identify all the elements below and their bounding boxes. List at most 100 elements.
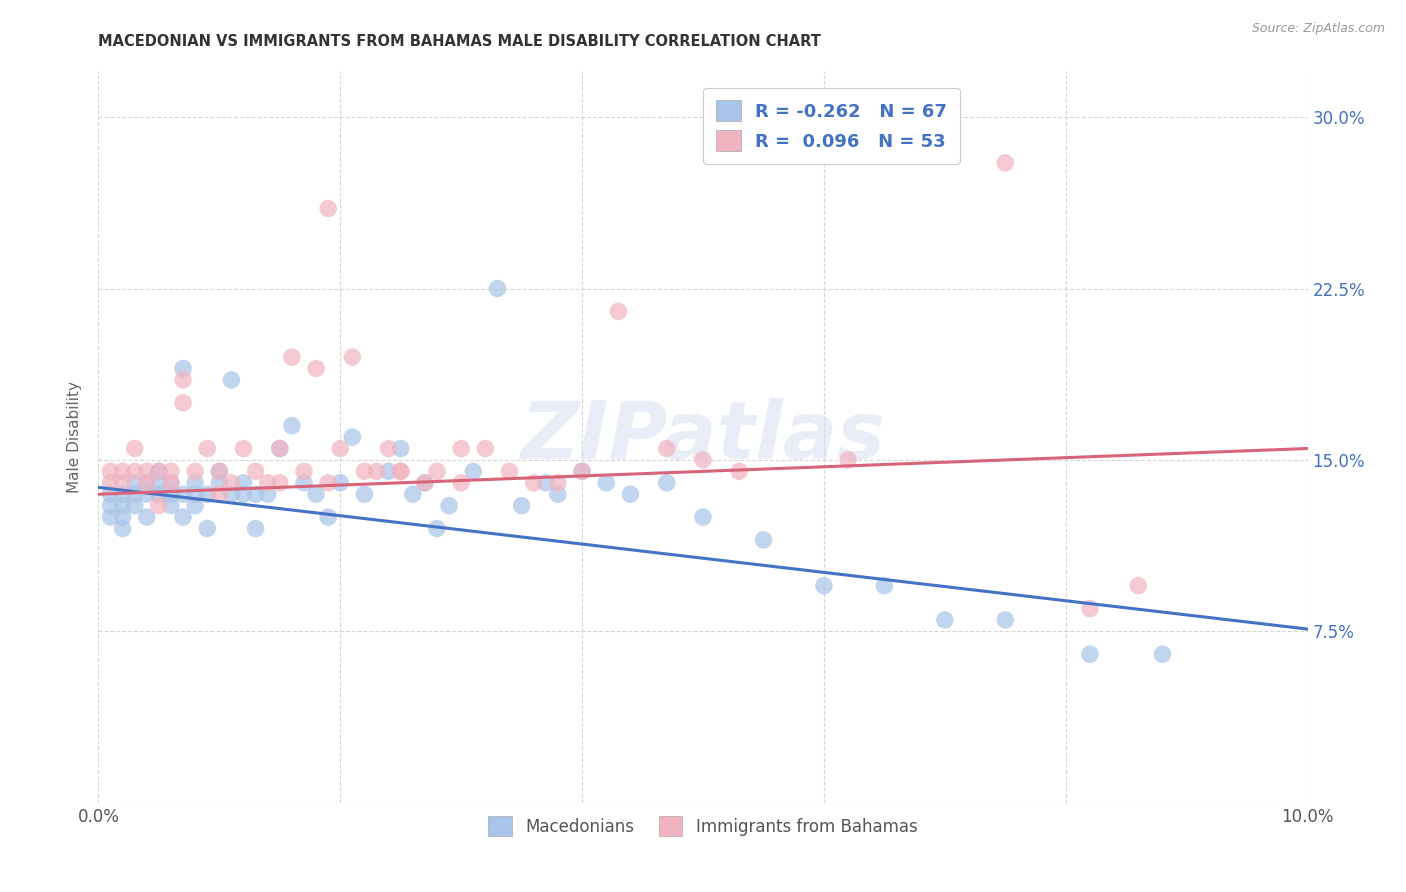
Point: [837, 453, 859, 467]
Point: [111, 464, 134, 478]
Point: [208, 475, 231, 490]
Point: [305, 487, 328, 501]
Point: [111, 521, 134, 535]
Point: [100, 510, 122, 524]
Point: [100, 487, 122, 501]
Point: [148, 464, 170, 478]
Point: [353, 487, 375, 501]
Point: [1128, 579, 1150, 593]
Point: [172, 361, 194, 376]
Point: [571, 464, 593, 478]
Point: [221, 487, 243, 501]
Point: [413, 475, 436, 490]
Point: [547, 487, 569, 501]
Point: [124, 442, 146, 456]
Point: [934, 613, 956, 627]
Point: [437, 499, 460, 513]
Point: [172, 396, 194, 410]
Point: [316, 510, 339, 524]
Point: [389, 464, 412, 478]
Point: [184, 464, 207, 478]
Text: ZIPatlas: ZIPatlas: [520, 398, 886, 476]
Point: [281, 350, 304, 364]
Point: [450, 442, 472, 456]
Point: [474, 442, 496, 456]
Point: [160, 499, 183, 513]
Y-axis label: Male Disability: Male Disability: [67, 381, 83, 493]
Point: [413, 475, 436, 490]
Point: [305, 361, 328, 376]
Point: [269, 442, 291, 456]
Point: [292, 475, 315, 490]
Point: [148, 464, 170, 478]
Point: [135, 487, 157, 501]
Point: [135, 464, 157, 478]
Point: [547, 475, 569, 490]
Point: [148, 475, 170, 490]
Point: [353, 464, 375, 478]
Point: [232, 487, 254, 501]
Point: [389, 442, 412, 456]
Point: [160, 464, 183, 478]
Point: [342, 430, 364, 444]
Point: [692, 510, 714, 524]
Legend: Macedonians, Immigrants from Bahamas: Macedonians, Immigrants from Bahamas: [478, 806, 928, 846]
Point: [184, 475, 207, 490]
Point: [813, 579, 835, 593]
Point: [655, 475, 678, 490]
Point: [269, 442, 291, 456]
Point: [245, 464, 267, 478]
Point: [994, 155, 1017, 169]
Point: [184, 499, 207, 513]
Point: [245, 521, 267, 535]
Point: [523, 475, 546, 490]
Point: [160, 487, 183, 501]
Point: [292, 464, 315, 478]
Point: [329, 442, 352, 456]
Point: [377, 442, 399, 456]
Point: [135, 475, 157, 490]
Point: [426, 521, 449, 535]
Point: [221, 373, 243, 387]
Point: [208, 464, 231, 478]
Point: [389, 464, 412, 478]
Point: [316, 475, 339, 490]
Point: [221, 475, 243, 490]
Point: [463, 464, 485, 478]
Point: [692, 453, 714, 467]
Point: [160, 475, 183, 490]
Point: [402, 487, 425, 501]
Point: [124, 499, 146, 513]
Text: MACEDONIAN VS IMMIGRANTS FROM BAHAMAS MALE DISABILITY CORRELATION CHART: MACEDONIAN VS IMMIGRANTS FROM BAHAMAS MA…: [98, 35, 821, 49]
Point: [1078, 647, 1101, 661]
Point: [135, 510, 157, 524]
Point: [486, 281, 509, 295]
Point: [172, 510, 194, 524]
Point: [100, 499, 122, 513]
Point: [366, 464, 388, 478]
Point: [111, 499, 134, 513]
Point: [111, 510, 134, 524]
Point: [172, 487, 194, 501]
Point: [148, 499, 170, 513]
Point: [195, 442, 218, 456]
Text: Source: ZipAtlas.com: Source: ZipAtlas.com: [1251, 22, 1385, 36]
Point: [245, 487, 267, 501]
Point: [571, 464, 593, 478]
Point: [160, 475, 183, 490]
Point: [426, 464, 449, 478]
Point: [1078, 601, 1101, 615]
Point: [450, 475, 472, 490]
Point: [752, 533, 775, 547]
Point: [342, 350, 364, 364]
Point: [510, 499, 533, 513]
Point: [281, 418, 304, 433]
Point: [994, 613, 1017, 627]
Point: [195, 521, 218, 535]
Point: [728, 464, 751, 478]
Point: [111, 487, 134, 501]
Point: [595, 475, 617, 490]
Point: [329, 475, 352, 490]
Point: [184, 487, 207, 501]
Point: [100, 475, 122, 490]
